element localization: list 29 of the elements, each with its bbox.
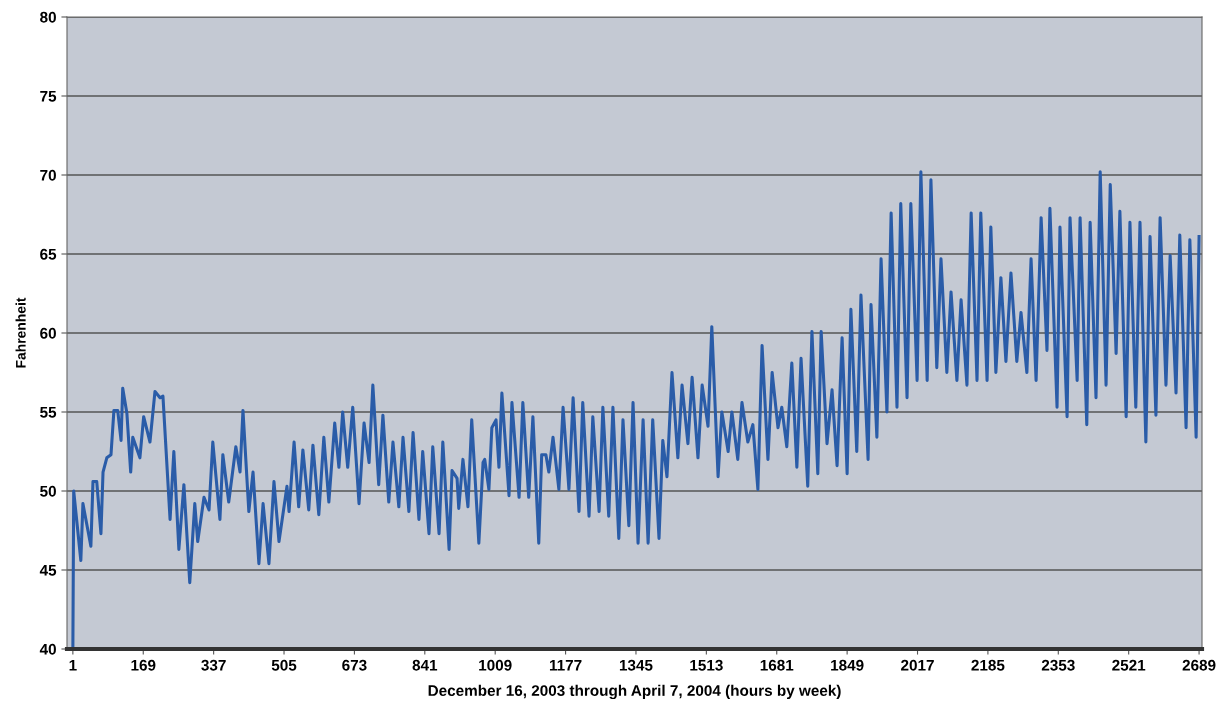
x-tick-label: 1681 xyxy=(760,659,794,671)
x-tick-label: 2521 xyxy=(1112,659,1146,671)
x-tick-label: 1177 xyxy=(549,659,582,671)
x-tick-label: 169 xyxy=(131,659,156,671)
x-tick-label: 2689 xyxy=(1182,659,1216,671)
y-tick-label: 40 xyxy=(39,643,56,655)
x-tick-label: 2185 xyxy=(971,659,1005,671)
y-tick-label: 80 xyxy=(40,11,56,23)
y-tick-label: 50 xyxy=(40,485,56,497)
x-axis-title: December 16, 2003 through April 7, 2004 (hours by week) xyxy=(428,684,841,700)
x-tick-label: 1009 xyxy=(479,659,512,671)
line-series xyxy=(71,170,1201,649)
x-tick-label: 1513 xyxy=(690,659,723,671)
x-tick-label: 337 xyxy=(201,659,226,671)
y-tick-label: 60 xyxy=(40,327,56,339)
y-tick-label: 45 xyxy=(39,565,57,576)
x-tick-label: 841 xyxy=(412,659,438,671)
x-tick-label: 1 xyxy=(69,659,77,671)
y-axis-title: Fahrenheit xyxy=(15,297,26,368)
y-tick-label: 55 xyxy=(40,407,57,418)
y-tick-label: 65 xyxy=(40,248,57,260)
x-tick-label: 1849 xyxy=(831,659,864,671)
x-tick-label: 1345 xyxy=(619,659,653,671)
x-tick-label: 505 xyxy=(271,659,297,671)
y-tick-label: 75 xyxy=(40,91,57,102)
x-tick-label: 2017 xyxy=(901,659,934,671)
x-tick-label: 673 xyxy=(342,659,367,671)
y-tick-label: 70 xyxy=(40,169,56,181)
x-tick-label: 2353 xyxy=(1041,659,1075,671)
